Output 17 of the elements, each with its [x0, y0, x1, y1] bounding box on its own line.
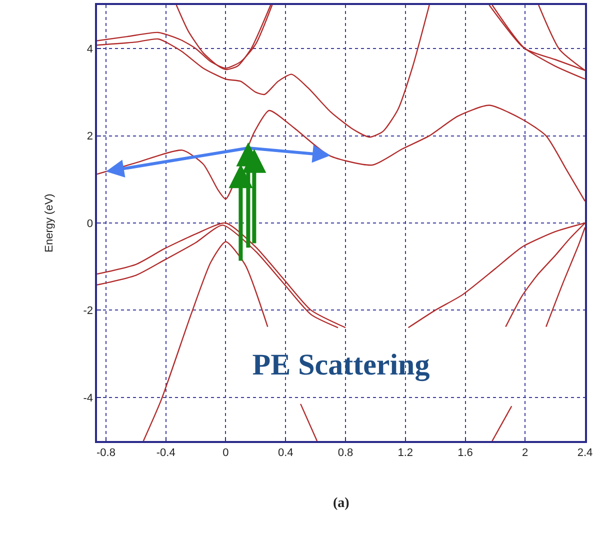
x-tick-label: 0.4: [278, 446, 294, 459]
x-tick-label: 1.2: [398, 446, 414, 459]
x-tick-label: 2.4: [577, 446, 593, 459]
y-tick-label: 2: [86, 130, 94, 143]
x-tick-label: 1.6: [458, 446, 473, 459]
annotation: PE Scattering: [252, 348, 430, 382]
x-tick-label: -0.4: [156, 446, 176, 459]
x-tick-label: 2: [522, 446, 528, 459]
x-tick-label: 0: [222, 446, 229, 459]
x-tick-label: 0.8: [338, 446, 354, 459]
y-tick-label: -4: [83, 392, 94, 404]
y-axis-title: Energy (eV): [43, 194, 56, 252]
x-tick-label: -0.8: [96, 446, 116, 459]
y-tick-label: -2: [83, 305, 94, 318]
text: (a): [333, 496, 350, 511]
y-tick-label: 0: [86, 218, 94, 230]
y-tick-label: 4: [86, 43, 94, 56]
